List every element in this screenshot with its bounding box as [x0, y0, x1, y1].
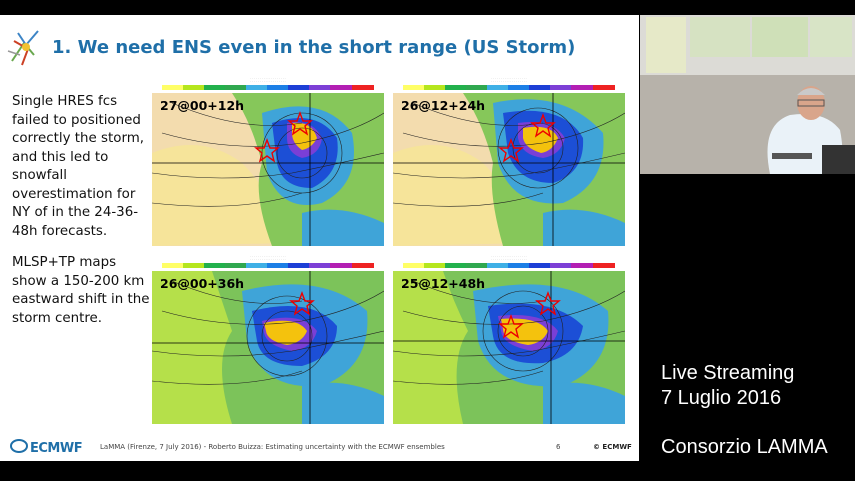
precipitation-field: [393, 93, 625, 246]
lamma-logo-icon: [7, 30, 39, 66]
ecmwf-logo-icon: [10, 439, 28, 453]
color-scale: [162, 85, 374, 90]
speaker-video: [640, 15, 855, 174]
color-scale: [403, 85, 615, 90]
body-paragraph-1: Single HRES fcs failed to positioned cor…: [12, 94, 145, 239]
forecast-map-4: · · · · · · · · · · · · · · · · · · · · ·…: [393, 255, 625, 433]
live-streaming-text: Live Streaming: [661, 362, 795, 384]
speaker-video-frame: [640, 15, 855, 174]
page-number: 6: [556, 443, 561, 451]
organizer-text: Consorzio LAMMA: [661, 436, 828, 458]
map-header: · · · · · · · · · · · · · · · · · · · · ·…: [491, 77, 527, 83]
precipitation-field: [152, 271, 384, 424]
map-label: 27@00+12h: [160, 98, 245, 113]
copyright: © ECMWF: [593, 443, 632, 451]
color-scale: [403, 263, 615, 268]
forecast-map-2: · · · · · · · · · · · · · · · · · · · · ·…: [393, 77, 625, 255]
forecast-map-1: · · · · · · · · · · · · · · · · · · · · ·…: [152, 77, 384, 255]
body-paragraph-2: MLSP+TP maps show a 150-200 km eastward …: [12, 255, 150, 326]
ecmwf-logo: ECMWF: [10, 439, 83, 456]
presentation-slide: 1. We need ENS even in the short range (…: [0, 15, 639, 461]
forecast-map-3: · · · · · · · · · · · · · · · · · · · · ·…: [152, 255, 384, 433]
slide-footer: ECMWF LaMMA (Firenze, 7 July 2016) - Rob…: [0, 435, 639, 461]
map-label: 26@12+24h: [401, 98, 486, 113]
footer-text: LaMMA (Firenze, 7 July 2016) - Roberto B…: [100, 443, 445, 451]
map-header: · · · · · · · · · · · · · · · · · · · · ·…: [250, 77, 286, 83]
slide-body-text: Single HRES fcs failed to positioned cor…: [12, 93, 152, 341]
color-scale: [162, 263, 374, 268]
map-header: · · · · · · · · · · · · · · · · · · · · ·…: [250, 255, 286, 261]
ecmwf-logo-text: ECMWF: [30, 441, 83, 456]
map-label: 25@12+48h: [401, 276, 486, 291]
slide-title: 1. We need ENS even in the short range (…: [52, 37, 576, 58]
precipitation-field: [152, 93, 384, 246]
map-label: 26@00+36h: [160, 276, 245, 291]
map-header: · · · · · · · · · · · · · · · · · · · · ·…: [491, 255, 527, 261]
precipitation-field: [393, 271, 625, 424]
date-text: 7 Luglio 2016: [661, 387, 782, 409]
